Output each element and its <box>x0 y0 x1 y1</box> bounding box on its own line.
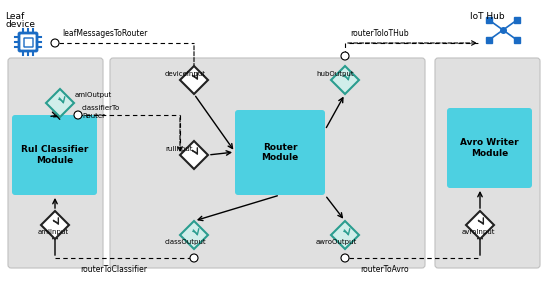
Text: IoT Hub: IoT Hub <box>470 12 505 21</box>
Text: routerToIoTHub: routerToIoTHub <box>350 29 409 38</box>
Text: RuI Classifier
Module: RuI Classifier Module <box>21 145 88 165</box>
Text: avroInput: avroInput <box>462 229 496 235</box>
FancyBboxPatch shape <box>447 108 532 188</box>
Text: deviceInput: deviceInput <box>165 71 206 77</box>
Text: rulInput: rulInput <box>165 146 193 152</box>
Circle shape <box>74 111 82 119</box>
Polygon shape <box>466 211 494 239</box>
Text: routerToAvro: routerToAvro <box>360 265 409 274</box>
Text: routerToClassifier: routerToClassifier <box>80 265 147 274</box>
Text: leafMessagesToRouter: leafMessagesToRouter <box>62 29 147 38</box>
Polygon shape <box>180 221 208 249</box>
Circle shape <box>51 39 59 47</box>
FancyBboxPatch shape <box>435 58 540 268</box>
Text: awroOutput: awroOutput <box>316 239 357 245</box>
Text: Leaf: Leaf <box>5 12 24 21</box>
Text: Router
Module: Router Module <box>261 143 299 162</box>
Text: amlOutput: amlOutput <box>75 92 112 98</box>
Polygon shape <box>46 89 74 117</box>
FancyBboxPatch shape <box>110 58 425 268</box>
Circle shape <box>341 52 349 60</box>
Polygon shape <box>331 66 359 94</box>
Polygon shape <box>180 66 208 94</box>
Circle shape <box>190 254 198 262</box>
FancyBboxPatch shape <box>12 115 97 195</box>
Polygon shape <box>41 211 69 239</box>
Text: hubOutput: hubOutput <box>316 71 353 77</box>
Text: amlInput: amlInput <box>38 229 69 235</box>
Text: Avro Writer
Module: Avro Writer Module <box>460 138 519 158</box>
Polygon shape <box>180 141 208 169</box>
Polygon shape <box>331 221 359 249</box>
FancyBboxPatch shape <box>235 110 325 195</box>
FancyBboxPatch shape <box>24 38 33 47</box>
FancyBboxPatch shape <box>19 33 37 51</box>
Text: classOutput: classOutput <box>165 239 207 245</box>
FancyBboxPatch shape <box>8 58 103 268</box>
Text: device: device <box>5 20 35 29</box>
Text: classifierTo
Router: classifierTo Router <box>82 105 120 118</box>
Circle shape <box>341 254 349 262</box>
